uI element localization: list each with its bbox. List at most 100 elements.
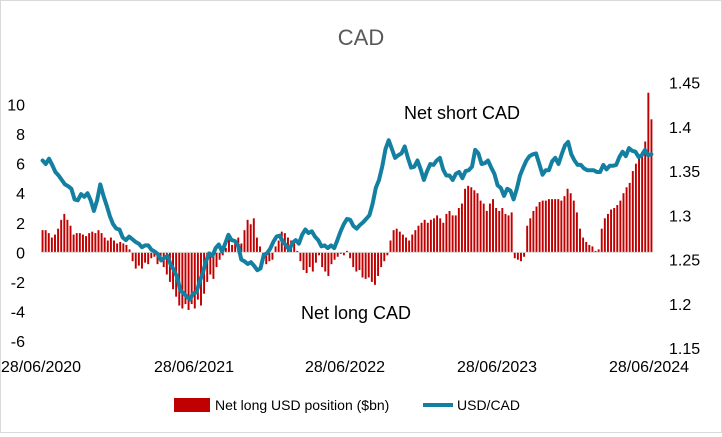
bar bbox=[66, 219, 69, 253]
bar bbox=[296, 250, 299, 253]
bar bbox=[218, 252, 221, 260]
left-tick-label: -2 bbox=[11, 275, 25, 292]
bar bbox=[575, 212, 578, 253]
bar bbox=[308, 252, 311, 268]
bar bbox=[156, 252, 159, 265]
bar bbox=[523, 252, 526, 257]
bar bbox=[392, 230, 395, 253]
bar bbox=[588, 244, 591, 253]
bar bbox=[153, 252, 156, 257]
bar bbox=[44, 230, 47, 253]
bar bbox=[498, 210, 501, 253]
bar bbox=[318, 252, 321, 256]
bar bbox=[85, 236, 88, 253]
bar bbox=[100, 233, 103, 253]
bar bbox=[305, 252, 308, 274]
legend-swatch-bars bbox=[174, 398, 210, 412]
line-series bbox=[40, 138, 654, 302]
bar bbox=[454, 215, 457, 253]
bar bbox=[423, 219, 426, 253]
bar bbox=[398, 231, 401, 253]
bar bbox=[569, 193, 572, 253]
bar bbox=[603, 218, 606, 253]
annotation-net-short: Net short CAD bbox=[404, 103, 520, 123]
bar bbox=[579, 228, 581, 253]
bar bbox=[647, 92, 650, 253]
bar bbox=[196, 252, 199, 300]
bar bbox=[464, 188, 467, 253]
x-axis-ticks: 28/06/2020 28/06/2021 28/06/2022 28/06/2023… bbox=[1, 359, 689, 376]
x-tick-label: 28/06/2020 bbox=[1, 359, 81, 376]
x-tick-label: 28/06/2024 bbox=[609, 359, 689, 376]
bar bbox=[625, 187, 628, 253]
bar bbox=[507, 215, 510, 253]
bar bbox=[227, 234, 230, 253]
bar bbox=[212, 252, 215, 279]
bar bbox=[414, 230, 417, 253]
bar bbox=[147, 252, 150, 265]
bar bbox=[616, 205, 619, 253]
bar bbox=[78, 233, 81, 253]
bar bbox=[69, 225, 72, 253]
bar bbox=[134, 252, 137, 269]
x-tick-label: 28/06/2022 bbox=[305, 359, 385, 376]
bar bbox=[460, 203, 463, 253]
bar bbox=[408, 240, 411, 253]
bar bbox=[448, 210, 451, 253]
bar bbox=[193, 252, 196, 309]
bar bbox=[234, 240, 237, 253]
bar bbox=[488, 203, 491, 253]
bar bbox=[209, 252, 212, 275]
bar bbox=[150, 252, 153, 259]
bar bbox=[364, 252, 367, 279]
x-tick-label: 28/06/2023 bbox=[457, 359, 537, 376]
bar bbox=[274, 246, 277, 253]
bar bbox=[181, 252, 184, 309]
right-tick-label: 1.15 bbox=[669, 341, 700, 358]
bar bbox=[641, 151, 644, 253]
bar bbox=[231, 244, 234, 253]
bar bbox=[243, 230, 246, 253]
bar bbox=[47, 233, 50, 253]
bar bbox=[271, 252, 274, 260]
bar bbox=[91, 231, 94, 253]
right-tick-label: 1.25 bbox=[669, 253, 700, 270]
bar bbox=[374, 252, 376, 285]
bar bbox=[513, 252, 516, 259]
right-tick-label: 1.3 bbox=[669, 208, 691, 225]
bar bbox=[551, 199, 553, 253]
bar bbox=[367, 252, 370, 278]
bar bbox=[395, 228, 398, 253]
bar bbox=[644, 141, 647, 253]
bar bbox=[103, 237, 106, 253]
bar bbox=[451, 215, 454, 253]
left-tick-label: 4 bbox=[16, 186, 25, 203]
bar bbox=[57, 228, 60, 253]
left-axis-ticks: 10 8 6 4 2 0 -2 -4 -6 bbox=[7, 98, 25, 351]
bar bbox=[224, 247, 227, 253]
bar bbox=[532, 210, 535, 253]
bar bbox=[41, 230, 44, 253]
left-tick-label: 6 bbox=[16, 157, 25, 174]
bar bbox=[342, 252, 345, 256]
bar bbox=[333, 252, 336, 260]
legend-label-line: USD/CAD bbox=[457, 397, 520, 413]
bar bbox=[510, 212, 513, 253]
left-tick-label: -4 bbox=[11, 304, 25, 321]
bar bbox=[358, 252, 361, 271]
bar bbox=[470, 187, 473, 253]
bar bbox=[327, 252, 330, 276]
bar bbox=[541, 200, 544, 253]
bar bbox=[206, 252, 209, 282]
bar bbox=[467, 185, 470, 253]
bar bbox=[600, 228, 603, 253]
bar bbox=[277, 240, 280, 253]
chart-title: CAD bbox=[338, 25, 384, 50]
annotation-net-long: Net long CAD bbox=[301, 303, 411, 323]
bar bbox=[109, 237, 112, 253]
left-tick-label: 10 bbox=[7, 98, 25, 115]
bar bbox=[594, 250, 597, 253]
bar bbox=[610, 209, 613, 253]
bar bbox=[535, 206, 538, 253]
